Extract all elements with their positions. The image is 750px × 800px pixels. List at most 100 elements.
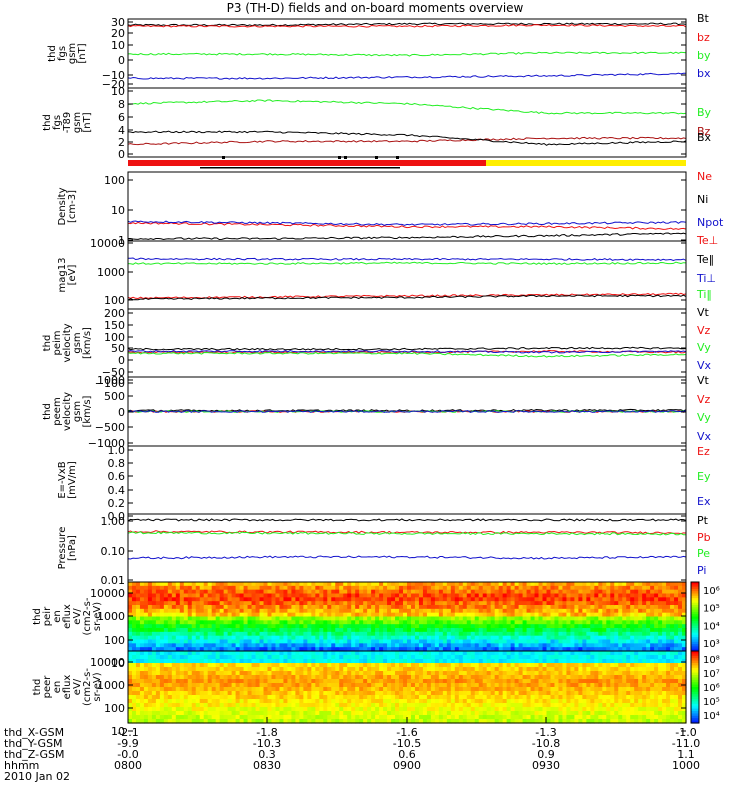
mode-bar-tick [338, 156, 341, 159]
time-axis-value: 0930 [532, 759, 560, 772]
series-pressure-Pb [127, 530, 687, 535]
y-tick-label: 10 [111, 657, 125, 670]
time-axis-value: -2.1 [117, 726, 138, 739]
legend-fgs-by: by [697, 49, 711, 62]
colorbar-peer: 10⁸ 10⁷ 10⁶ 10⁵ 10⁴ [690, 650, 720, 724]
series-pressure-Pt [127, 518, 687, 522]
y-tick-label: 10000 [90, 587, 125, 600]
mode-bar [128, 156, 686, 169]
legend-fgs-Bt: Bt [697, 12, 710, 25]
y-tick-label: 10 [111, 725, 125, 738]
y-tick-label: 30 [111, 16, 125, 29]
time-axis-row-label: thd_Y-GSM [4, 737, 63, 750]
spectrogram-peir [128, 582, 687, 652]
legend-exb-Ey: Ey [697, 470, 711, 483]
y-tick-label: 0.8 [108, 457, 126, 470]
series-fgs-Bt [127, 22, 687, 27]
y-axis-label: peir [42, 606, 53, 626]
y-axis-label: [nPa] [67, 535, 78, 561]
y-tick-label: 100 [104, 294, 125, 307]
y-axis-label: fgs [57, 46, 68, 61]
legend-peim_v-Vz: Vz [697, 324, 711, 337]
time-axis-row-label: hhmm [4, 759, 39, 772]
y-axis-label: eV/ [72, 678, 83, 695]
legend-temp-Te‖: Te‖ [696, 253, 714, 266]
time-axis: thd_X-GSM -2.1 -1.8 -1.6 -1.3 -1.0 thd_Y-GSM -9… [4, 717, 700, 783]
time-axis-value: -1.6 [396, 726, 417, 739]
plot-title: P3 (TH-D) fields and on-board moments ov… [226, 1, 524, 15]
series-pressure-Pe [127, 531, 686, 536]
y-axis-label: [km/s] [82, 395, 93, 427]
y-axis-label: thd [42, 114, 53, 131]
panel-frame [127, 240, 687, 310]
y-axis-label: thd [42, 335, 53, 352]
series-fgs_t89-Bz [127, 136, 687, 146]
y-tick-label: 0.10 [101, 545, 126, 558]
y-tick-label: 0.2 [108, 497, 126, 510]
series-fgs-bx [127, 72, 686, 80]
y-tick-label: 0 [118, 406, 125, 419]
y-tick-label: 10 [111, 204, 125, 217]
panel-exb: 1.00.80.60.40.20.0 E=-VxB [mV/m] Ez Ey Ex [57, 444, 711, 523]
y-tick-label: 10000 [90, 656, 125, 669]
legend-density-Npot: Npot [697, 216, 724, 229]
mode-bar-tick [375, 156, 378, 159]
y-axis-label: thd [32, 679, 43, 696]
mode-bar-marks [200, 167, 400, 169]
y-tick-label: 6 [118, 111, 125, 124]
y-axis-label: velocity [62, 323, 73, 362]
y-tick-label: −10 [102, 69, 125, 82]
time-axis-value: 0.9 [537, 748, 555, 761]
panel-frame [127, 513, 687, 583]
series-density-Npot [127, 220, 687, 226]
series-temp-Te⊥ [127, 292, 687, 300]
colorbar-label: 10⁸ [703, 655, 720, 666]
y-tick-label: 1000 [97, 610, 125, 623]
legend-fgs-bx: bx [697, 67, 711, 80]
legend-peim_v-Vt: Vt [697, 306, 710, 319]
panel-pressure: 1.00 0.10 0.01 Pressure [nPa] Pt Pb Pe Pi [57, 513, 711, 587]
panel-peir: 10⁶ 10⁵ 10⁴ 10³ 10000 1000 100 10 thd peir en eflux… [32, 581, 720, 670]
legend-density-Ne: Ne [697, 170, 712, 183]
y-tick-label: −500 [95, 421, 125, 434]
time-axis-row-label: thd_X-GSM [4, 726, 64, 739]
series-temp-Ti‖ [127, 261, 687, 265]
y-axis-label: eflux [62, 675, 73, 700]
mode-bar-tick [222, 156, 225, 159]
time-axis-value: -1.8 [256, 726, 277, 739]
y-tick-label: 2 [118, 136, 125, 149]
y-axis-label: fgs [52, 115, 63, 130]
time-axis-value: 0.3 [258, 748, 276, 761]
y-axis-label: gsm [72, 112, 83, 133]
series-fgs-by [127, 51, 687, 57]
time-axis-value: 1000 [672, 759, 700, 772]
y-axis-label: (cm2-s- [82, 668, 93, 706]
y-tick-label: −50 [102, 366, 125, 379]
legend-peem_v-Vt: Vt [697, 374, 710, 387]
y-tick-label: −20 [102, 78, 125, 91]
legend-exb-Ex: Ex [697, 495, 711, 508]
y-tick-label: 100 [104, 634, 125, 647]
y-tick-label: 0.0 [108, 510, 126, 523]
y-axis-label: gsm [72, 401, 83, 422]
legend-peem_v-Vy: Vy [697, 411, 711, 424]
legend-fgs_t89-Bx: Bx [697, 131, 712, 144]
colorbar-label: 10⁵ [703, 604, 720, 615]
y-tick-label: 20 [111, 27, 125, 40]
time-axis-value: 0900 [393, 759, 421, 772]
colorbar-peir: 10⁶ 10⁵ 10⁴ 10³ [690, 581, 720, 652]
time-axis-value: 0.6 [398, 748, 416, 761]
panel-frame [127, 171, 687, 242]
mode-bar-tick [396, 156, 399, 159]
series-peim_v-Vy [127, 351, 687, 358]
series-pressure-Pi [127, 555, 687, 560]
y-axis-label: [km/s] [82, 327, 93, 359]
y-axis-label: gsm [72, 332, 83, 353]
y-tick-label: 1000 [97, 374, 125, 387]
y-tick-label: 1.0 [108, 444, 126, 457]
y-axis-label: mag13 [57, 258, 68, 293]
legend-density-Ni: Ni [697, 193, 708, 206]
